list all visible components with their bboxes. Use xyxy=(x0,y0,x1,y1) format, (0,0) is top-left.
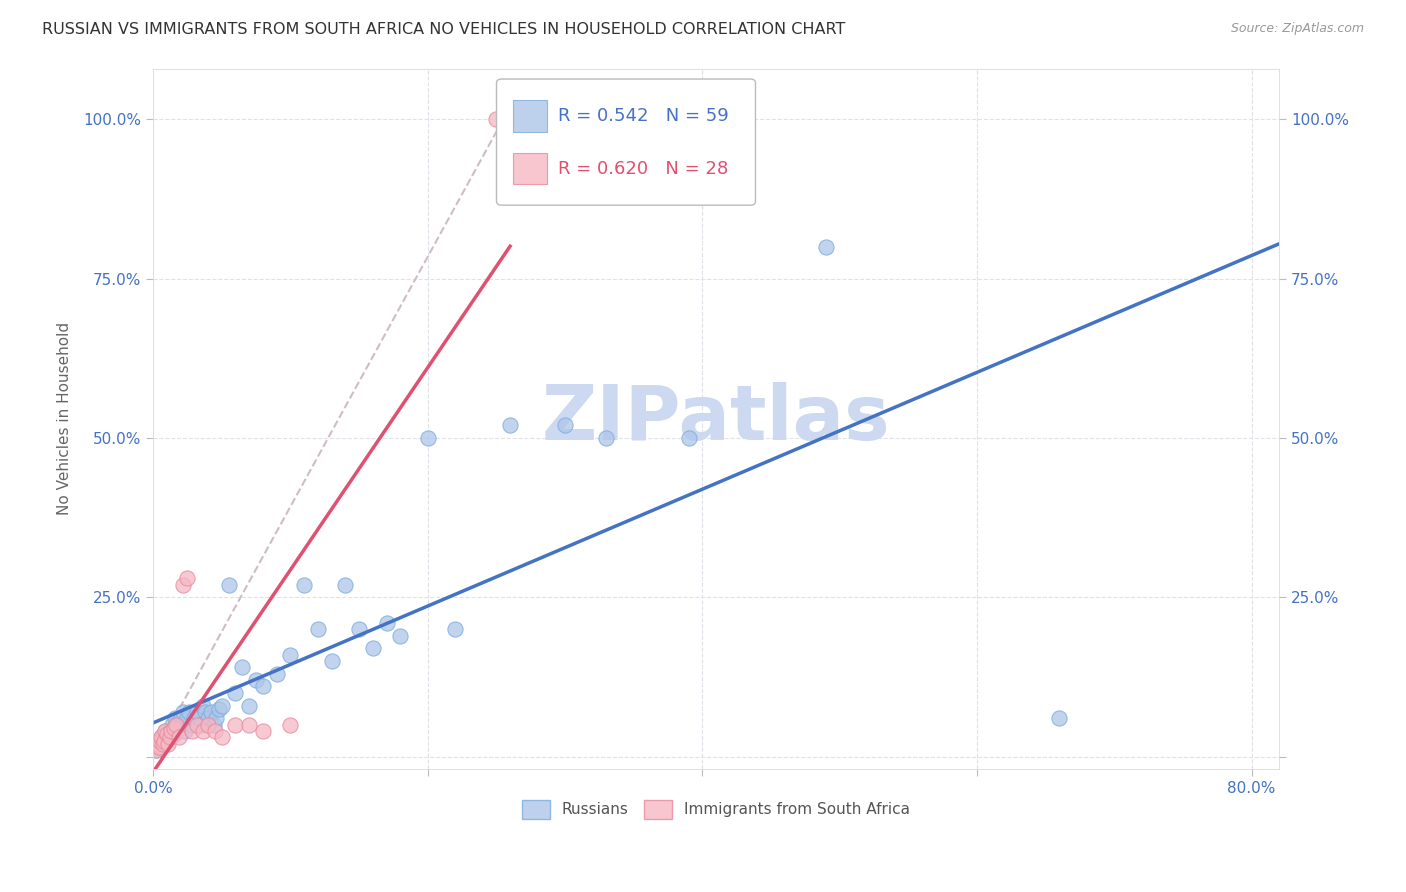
Point xyxy=(205,711,228,725)
Point xyxy=(149,733,172,747)
Point xyxy=(150,731,173,745)
Point xyxy=(211,698,233,713)
Point xyxy=(148,739,170,754)
Point xyxy=(1047,711,1070,725)
Legend: Russians, Immigrants from South Africa: Russians, Immigrants from South Africa xyxy=(516,794,915,825)
Point xyxy=(159,731,181,745)
Point xyxy=(280,717,302,731)
Point xyxy=(177,705,200,719)
Point xyxy=(156,727,179,741)
Point xyxy=(166,724,188,739)
Point xyxy=(173,724,195,739)
Point xyxy=(485,112,508,127)
Point xyxy=(416,431,439,445)
Point xyxy=(183,711,205,725)
Point xyxy=(238,717,260,731)
Point xyxy=(238,698,260,713)
Text: RUSSIAN VS IMMIGRANTS FROM SOUTH AFRICA NO VEHICLES IN HOUSEHOLD CORRELATION CHA: RUSSIAN VS IMMIGRANTS FROM SOUTH AFRICA … xyxy=(42,22,845,37)
FancyBboxPatch shape xyxy=(513,153,547,184)
Point xyxy=(157,727,180,741)
Point xyxy=(148,739,170,754)
Point xyxy=(204,724,226,739)
Point xyxy=(169,711,191,725)
Point xyxy=(595,431,617,445)
Point xyxy=(153,733,176,747)
Point xyxy=(156,733,179,747)
Point xyxy=(152,737,174,751)
Point xyxy=(165,717,187,731)
Point xyxy=(152,737,174,751)
Point xyxy=(160,724,183,739)
Point xyxy=(266,666,288,681)
Y-axis label: No Vehicles in Household: No Vehicles in Household xyxy=(58,322,72,516)
Point xyxy=(191,698,214,713)
Point xyxy=(155,724,177,739)
Text: R = 0.542   N = 59: R = 0.542 N = 59 xyxy=(558,107,730,125)
Point xyxy=(153,731,176,745)
Point xyxy=(149,733,172,747)
Point xyxy=(157,737,180,751)
Point xyxy=(231,660,253,674)
FancyBboxPatch shape xyxy=(513,100,547,132)
Point xyxy=(180,724,202,739)
Point xyxy=(146,737,169,751)
Point xyxy=(499,418,522,433)
Point xyxy=(197,717,219,731)
Point xyxy=(444,622,467,636)
Point xyxy=(361,641,384,656)
Point xyxy=(375,615,398,630)
Point xyxy=(155,724,177,739)
Point xyxy=(186,705,208,719)
Point xyxy=(200,705,222,719)
Point xyxy=(162,717,184,731)
Point xyxy=(172,705,194,719)
Point xyxy=(389,628,412,642)
Point xyxy=(159,731,181,745)
Point xyxy=(163,727,186,741)
Point xyxy=(146,737,169,751)
Point xyxy=(188,717,211,731)
Point xyxy=(160,724,183,739)
Point xyxy=(252,724,274,739)
Point xyxy=(180,717,202,731)
Point xyxy=(292,577,315,591)
Point xyxy=(165,711,187,725)
Text: R = 0.620   N = 28: R = 0.620 N = 28 xyxy=(558,160,728,178)
Point xyxy=(172,577,194,591)
Point xyxy=(307,622,329,636)
Point xyxy=(678,431,700,445)
Point xyxy=(211,731,233,745)
Point xyxy=(145,743,167,757)
Point xyxy=(165,717,187,731)
Point xyxy=(176,711,198,725)
Point xyxy=(321,654,343,668)
Point xyxy=(186,717,208,731)
Point xyxy=(194,705,217,719)
Point xyxy=(145,743,167,757)
Text: ZIPatlas: ZIPatlas xyxy=(541,382,890,456)
Point xyxy=(554,418,576,433)
Point xyxy=(191,724,214,739)
Point xyxy=(170,717,193,731)
Point xyxy=(218,577,240,591)
Point xyxy=(224,686,246,700)
Point xyxy=(245,673,267,687)
Text: Source: ZipAtlas.com: Source: ZipAtlas.com xyxy=(1230,22,1364,36)
Point xyxy=(814,240,837,254)
Point xyxy=(280,648,302,662)
FancyBboxPatch shape xyxy=(496,79,755,205)
Point xyxy=(150,731,173,745)
Point xyxy=(176,571,198,585)
Point xyxy=(252,680,274,694)
Point xyxy=(197,711,219,725)
Point xyxy=(347,622,370,636)
Point xyxy=(335,577,357,591)
Point xyxy=(202,717,225,731)
Point xyxy=(163,721,186,735)
Point xyxy=(167,731,190,745)
Point xyxy=(224,717,246,731)
Point xyxy=(208,702,231,716)
